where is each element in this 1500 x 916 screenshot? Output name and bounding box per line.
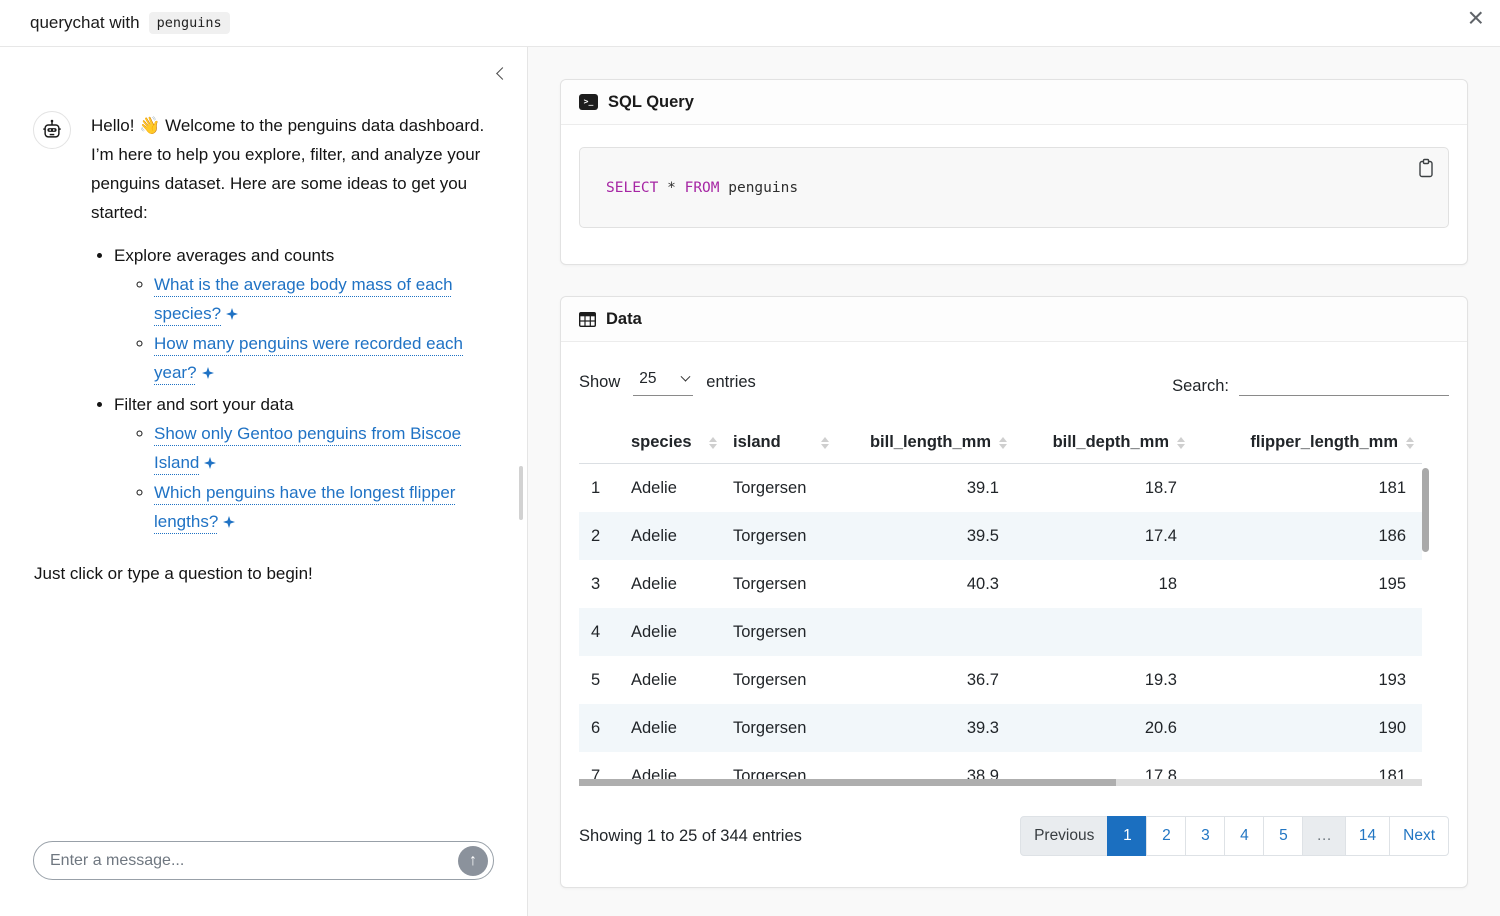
data-card-title: Data <box>606 310 642 329</box>
suggestion-link-count-per-year[interactable]: How many penguins were recorded each yea… <box>154 334 463 382</box>
scrollbar-thumb[interactable] <box>579 779 1116 786</box>
close-button[interactable]: × <box>1468 4 1484 32</box>
suggestion-category: Filter and sort your data Show only Gent… <box>114 390 491 537</box>
table-vertical-scrollbar[interactable] <box>1422 468 1429 552</box>
sort-icon <box>709 437 717 449</box>
sql-keyword-select: SELECT <box>606 180 658 196</box>
suggestion-list: Explore averages and counts What is the … <box>91 241 491 537</box>
list-item: How many penguins were recorded each yea… <box>154 329 491 388</box>
table-body: 1 Adelie Torgersen 39.1 18.7 181 2 Adeli… <box>579 464 1429 786</box>
pagination-previous-button[interactable]: Previous <box>1020 816 1108 856</box>
sql-code: SELECT * FROM penguins <box>606 180 798 196</box>
page-length-select[interactable]: 25 <box>633 368 693 396</box>
sql-query-card: >_ SQL Query SELECT * FROM penguins <box>560 79 1468 265</box>
table-row: 2 Adelie Torgersen 39.5 17.4 186 <box>579 512 1422 560</box>
list-item: What is the average body mass of each sp… <box>154 270 491 329</box>
table-header-row: species island bill_length_mm bill_ <box>579 422 1422 464</box>
sql-card-header: >_ SQL Query <box>561 80 1467 125</box>
column-header-flipper-length[interactable]: flipper_length_mm <box>1193 422 1422 463</box>
assistant-avatar <box>33 111 71 149</box>
chat-sidebar: Hello! 👋 Welcome to the penguins data da… <box>0 47 528 916</box>
sort-icon <box>1406 437 1414 449</box>
assistant-message: Hello! 👋 Welcome to the penguins data da… <box>33 111 491 588</box>
table-row: 5 Adelie Torgersen 36.7 19.3 193 <box>579 656 1422 704</box>
table-info-text: Showing 1 to 25 of 344 entries <box>579 827 802 846</box>
send-button[interactable]: ↑ <box>458 846 488 876</box>
table-horizontal-scrollbar[interactable] <box>579 779 1422 786</box>
suggestion-link-avg-body-mass[interactable]: What is the average body mass of each sp… <box>154 275 453 323</box>
pagination: Previous 1 2 3 4 5 … 14 Next <box>1020 816 1449 856</box>
pagination-page-14[interactable]: 14 <box>1345 816 1390 856</box>
list-item: Which penguins have the longest flipper … <box>154 478 491 537</box>
chat-message-area: Hello! 👋 Welcome to the penguins data da… <box>0 47 527 588</box>
data-card: Data Show 25 entries Search: <box>560 296 1468 888</box>
close-icon: × <box>1468 2 1484 33</box>
table-row: 6 Adelie Torgersen 39.3 20.6 190 <box>579 704 1422 752</box>
sql-keyword-from: FROM <box>685 180 720 196</box>
data-card-header: Data <box>561 297 1467 342</box>
sparkle-icon <box>202 359 214 388</box>
main-pane: >_ SQL Query SELECT * FROM penguins <box>528 47 1500 916</box>
pagination-page-5[interactable]: 5 <box>1263 816 1303 856</box>
pagination-page-1[interactable]: 1 <box>1107 816 1147 856</box>
column-header-species[interactable]: species <box>623 422 725 463</box>
copy-button[interactable] <box>1416 156 1436 183</box>
terminal-icon: >_ <box>579 94 598 110</box>
list-item: Show only Gentoo penguins from Biscoe Is… <box>154 419 491 478</box>
window-titlebar: querychat with penguins × <box>0 0 1500 47</box>
sql-card-title: SQL Query <box>608 93 694 112</box>
sparkle-icon <box>223 508 235 537</box>
suggestion-link-longest-flippers[interactable]: Which penguins have the longest flipper … <box>154 483 455 531</box>
sql-code-block: SELECT * FROM penguins <box>579 147 1449 228</box>
pagination-next-button[interactable]: Next <box>1389 816 1449 856</box>
send-arrow-icon: ↑ <box>469 852 477 870</box>
sort-icon <box>821 437 829 449</box>
entries-label: entries <box>706 373 756 392</box>
table-row: 1 Adelie Torgersen 39.1 18.7 181 <box>579 464 1422 512</box>
suggestion-link-gentoo-biscoe[interactable]: Show only Gentoo penguins from Biscoe Is… <box>154 424 461 472</box>
pagination-ellipsis: … <box>1302 816 1346 856</box>
chat-message-input[interactable] <box>50 852 458 870</box>
search-control: Search: <box>1172 369 1449 396</box>
suggestion-category-label: Explore averages and counts <box>114 246 334 265</box>
sort-icon <box>1177 437 1185 449</box>
clipboard-icon <box>1418 158 1434 178</box>
show-label: Show <box>579 373 620 392</box>
sparkle-icon <box>226 300 238 329</box>
app-title: querychat with <box>30 13 140 33</box>
suggestion-category: Explore averages and counts What is the … <box>114 241 491 388</box>
pagination-page-4[interactable]: 4 <box>1224 816 1264 856</box>
chevron-down-icon <box>681 371 691 381</box>
column-header-rownum <box>579 422 623 463</box>
sort-icon <box>999 437 1007 449</box>
column-header-bill-depth[interactable]: bill_depth_mm <box>1015 422 1193 463</box>
page-length-control: Show 25 entries <box>579 368 756 396</box>
sparkle-icon <box>204 449 216 478</box>
greeting-text: Hello! 👋 Welcome to the penguins data da… <box>91 111 491 227</box>
chevron-left-icon <box>496 67 509 80</box>
outro-text: Just click or type a question to begin! <box>34 559 491 588</box>
column-header-bill-length[interactable]: bill_length_mm <box>837 422 1015 463</box>
table-icon <box>579 312 596 327</box>
column-header-island[interactable]: island <box>725 422 837 463</box>
pagination-page-2[interactable]: 2 <box>1146 816 1186 856</box>
chat-scrollbar[interactable] <box>519 466 523 520</box>
search-label: Search: <box>1172 377 1229 396</box>
sidebar-collapse-button[interactable] <box>490 61 514 85</box>
suggestion-category-label: Filter and sort your data <box>114 395 294 414</box>
page-length-value: 25 <box>639 370 656 388</box>
table-row: 4 Adelie Torgersen <box>579 608 1422 656</box>
robot-icon <box>41 119 63 141</box>
table-row: 3 Adelie Torgersen 40.3 18 195 <box>579 560 1422 608</box>
data-table: species island bill_length_mm bill_ <box>579 422 1429 786</box>
dataset-name-chip: penguins <box>149 12 230 34</box>
chat-input-container: ↑ <box>33 841 494 880</box>
search-input[interactable] <box>1239 369 1449 396</box>
pagination-page-3[interactable]: 3 <box>1185 816 1225 856</box>
assistant-message-body: Hello! 👋 Welcome to the penguins data da… <box>91 111 491 588</box>
